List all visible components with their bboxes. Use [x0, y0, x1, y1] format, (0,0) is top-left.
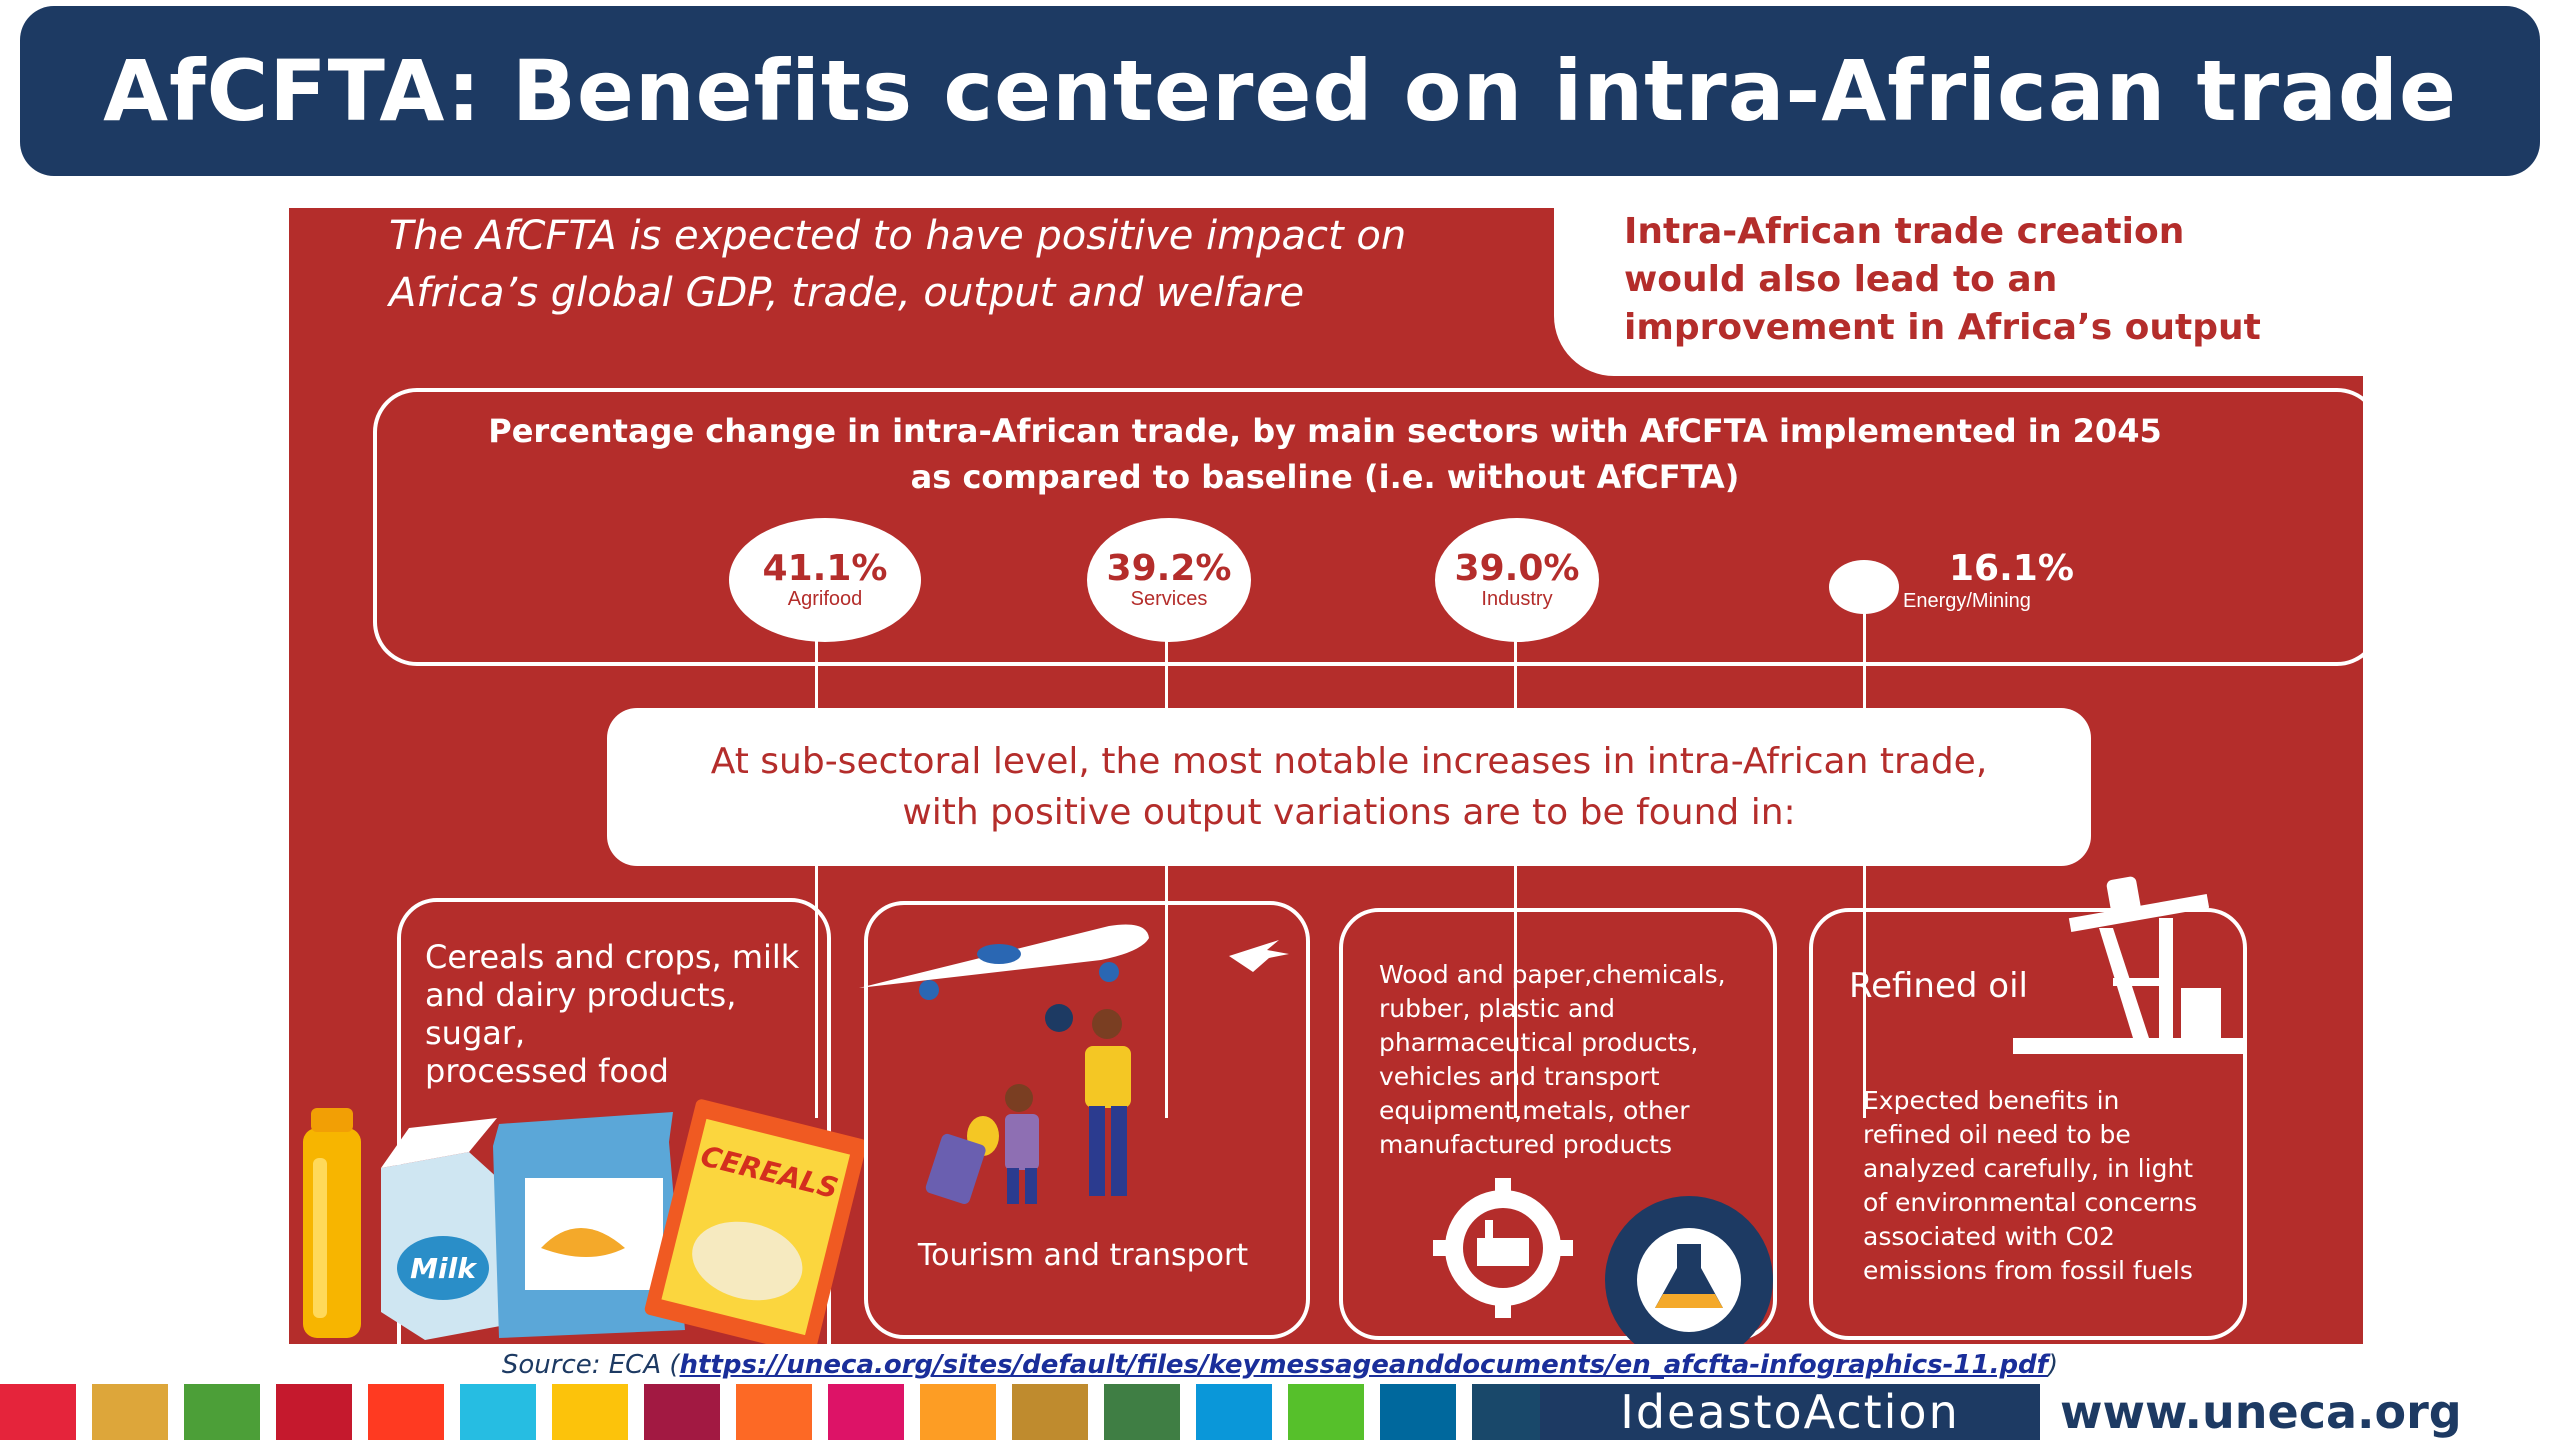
subsector-intro-text: At sub-sectoral level, the most notable … [710, 741, 1988, 833]
website-block: www.uneca.org [2060, 1384, 2540, 1440]
source-suffix: ) [2047, 1350, 2059, 1380]
energy-line-5: associated with C02 [1863, 1222, 2115, 1251]
energy-line-4: of environmental concerns [1863, 1188, 2198, 1217]
factory-gear-icon [1433, 1178, 1573, 1318]
intro-line-1: The AfCFTA is expected to have positive … [389, 213, 1407, 259]
small-plane-icon [1229, 940, 1289, 972]
energy-line-1: Expected benefits in [1863, 1086, 2120, 1115]
services-text: Tourism and transport [917, 1238, 1249, 1273]
infographic-panel: The AfCFTA is expected to have positive … [289, 208, 2363, 1344]
oil-pump-illustration [2013, 876, 2245, 1054]
connector-industry [1514, 628, 1517, 1118]
source-link[interactable]: https://uneca.org/sites/default/files/ke… [679, 1350, 2048, 1380]
callout-line-2: would also lead to an [1624, 259, 2058, 300]
flour-bag-icon [493, 1112, 685, 1338]
industry-text: Wood and paper,chemicals, rubber, plasti… [1379, 958, 1769, 1162]
sector-energy-value: 16.1% [1949, 548, 2074, 589]
intro-line-2: Africa’s global GDP, trade, output and w… [389, 270, 1305, 316]
sdg-color-block [1196, 1384, 1272, 1440]
sector-agrifood-label: Agrifood [787, 588, 863, 610]
callout-text: Intra-African trade creation would also … [1624, 208, 2344, 352]
source-prefix: Source: ECA ( [501, 1350, 680, 1380]
airplane-icon [859, 924, 1149, 1000]
energy-title: Refined oil [1849, 966, 2028, 1006]
source-citation: Source: ECA (https://uneca.org/sites/def… [0, 1350, 2560, 1380]
sdg-color-block [276, 1384, 352, 1440]
oil-pumpjack-icon [2013, 876, 2245, 1054]
sector-agrifood-value: 41.1% [762, 548, 888, 589]
sector-change-headline: Percentage change in intra-African trade… [375, 408, 2275, 500]
milk-carton-icon: Milk [381, 1118, 511, 1340]
lab-flask-gear-icon [1605, 1196, 1773, 1344]
sector-services-value: 39.2% [1106, 548, 1232, 589]
tourism-illustration [859, 924, 1289, 1204]
page-title: AfCFTA: Benefits centered on intra-Afric… [103, 42, 2457, 140]
sdg-color-block [184, 1384, 260, 1440]
agrifood-line-3: processed food [425, 1052, 669, 1090]
intro-text: The AfCFTA is expected to have positive … [389, 208, 1639, 322]
website-text[interactable]: www.uneca.org [2060, 1385, 2462, 1439]
sdg-color-block [460, 1384, 536, 1440]
sdg-color-block [644, 1384, 720, 1440]
sdg-color-block [828, 1384, 904, 1440]
sector-industry-label: Industry [1481, 588, 1553, 610]
slogan-text: IdeastoAction [1620, 1385, 1960, 1439]
industry-line-6: manufactured products [1379, 1130, 1672, 1159]
agrifood-box [397, 898, 831, 1344]
sdg-color-block [1472, 1384, 1548, 1440]
slogan-block: IdeastoAction [1540, 1384, 2040, 1440]
connector-agrifood [815, 628, 818, 1118]
energy-line-2: refined oil need to be [1863, 1120, 2131, 1149]
subsector-intro-box: At sub-sectoral level, the most notable … [607, 708, 2091, 866]
callout-line-1: Intra-African trade creation [1624, 211, 2185, 252]
sdg-color-block [1012, 1384, 1088, 1440]
energy-box [1809, 908, 2247, 1340]
sdg-color-block [736, 1384, 812, 1440]
industry-line-5: equipment,metals, other [1379, 1096, 1690, 1125]
sector-energy-dot [1829, 560, 1899, 614]
sector-change-frame [373, 388, 2363, 666]
sector-energy-label: Energy/Mining [1903, 590, 2031, 612]
sdg-color-block [368, 1384, 444, 1440]
sector-industry-value: 39.0% [1454, 548, 1580, 589]
industry-gears-illustration [1433, 1178, 1773, 1344]
sdg-color-block [920, 1384, 996, 1440]
sector-agrifood: 41.1% Agrifood [729, 518, 921, 642]
agrifood-text: Cereals and crops, milk and dairy produc… [425, 938, 825, 1090]
sdg-color-block [92, 1384, 168, 1440]
cereal-box-icon: CEREALS [644, 1099, 867, 1344]
industry-box [1339, 908, 1777, 1340]
headline-line-1: Percentage change in intra-African trade… [488, 412, 2162, 450]
sdg-color-block [0, 1384, 76, 1440]
agrifood-line-2: and dairy products, sugar, [425, 976, 737, 1052]
title-bar: AfCFTA: Benefits centered on intra-Afric… [20, 6, 2540, 176]
industry-line-3: pharmaceutical products, [1379, 1028, 1699, 1057]
food-products-illustration: Milk CEREALS [303, 1099, 867, 1344]
sector-industry: 39.0% Industry [1435, 518, 1599, 642]
sector-services: 39.2% Services [1087, 518, 1251, 642]
callout-line-3: improvement in Africa’s output [1624, 307, 2261, 348]
sdg-color-block [1288, 1384, 1364, 1440]
energy-line-6: emissions from fossil fuels [1863, 1256, 2193, 1285]
agrifood-line-1: Cereals and crops, milk [425, 938, 800, 976]
oil-bottle-icon [303, 1108, 361, 1338]
sector-services-label: Services [1130, 588, 1208, 610]
industry-line-4: vehicles and transport [1379, 1062, 1660, 1091]
industry-line-2: rubber, plastic and [1379, 994, 1616, 1023]
connector-services [1165, 628, 1168, 1118]
energy-line-3: analyzed carefully, in light [1863, 1154, 2194, 1183]
headline-line-2: as compared to baseline (i.e. without Af… [910, 458, 1740, 496]
callout-box [1554, 208, 2363, 376]
energy-text: Expected benefits in refined oil need to… [1863, 1084, 2233, 1288]
sdg-color-strip [0, 1384, 1548, 1440]
sdg-color-block [1380, 1384, 1456, 1440]
milk-label: Milk [410, 1252, 478, 1285]
sdg-color-block [1104, 1384, 1180, 1440]
services-box [864, 901, 1310, 1339]
sdg-color-block [552, 1384, 628, 1440]
industry-line-1: Wood and paper,chemicals, [1379, 960, 1726, 989]
travelers-icon [925, 1004, 1131, 1204]
